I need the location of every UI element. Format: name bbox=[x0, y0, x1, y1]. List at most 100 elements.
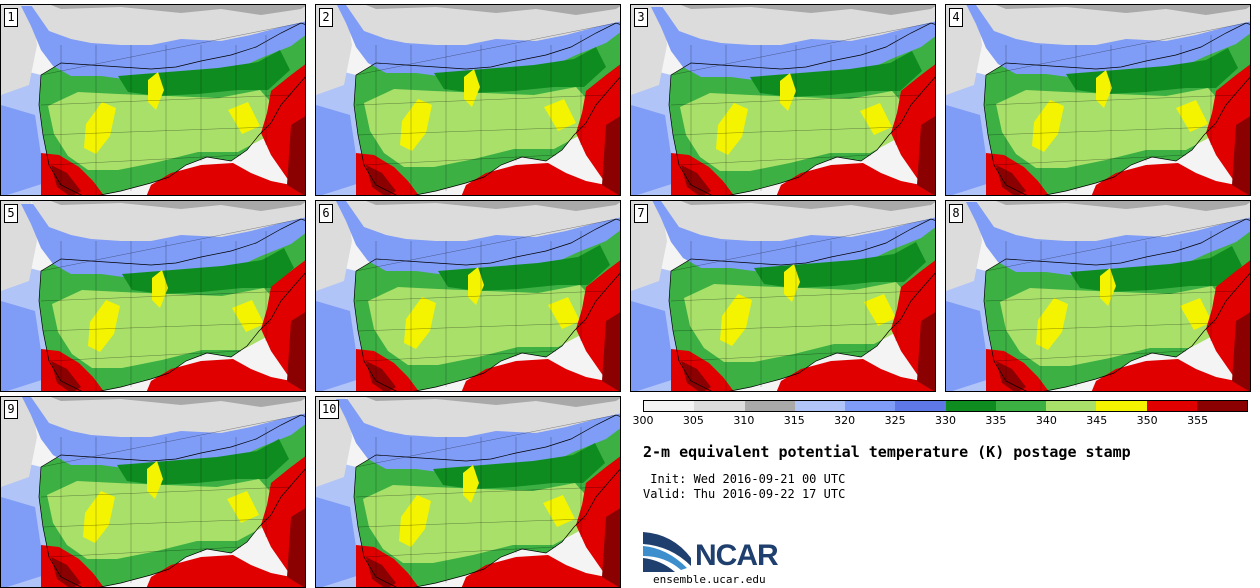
panel-label-3: 3 bbox=[634, 8, 648, 27]
state-border-line bbox=[355, 22, 617, 76]
ncar-logo-icon bbox=[643, 532, 691, 572]
yellow-region bbox=[399, 495, 431, 547]
map-panel-10 bbox=[316, 397, 620, 587]
state-border-line bbox=[670, 22, 932, 76]
yellow-region bbox=[464, 69, 480, 107]
pacific-region-warm bbox=[946, 301, 996, 391]
colorbar-segment bbox=[644, 401, 695, 411]
valid-time: Valid: Thu 2016-09-22 17 UTC bbox=[643, 487, 846, 501]
init-time: Init: Wed 2016-09-21 00 UTC bbox=[643, 472, 846, 486]
yellow-region bbox=[720, 294, 752, 346]
colorbar-ticks: 300 305 310 315 320 325 330 335 340 345 350 355 bbox=[633, 414, 1248, 430]
pacific-region-warm bbox=[1, 301, 51, 391]
gulf-red-region bbox=[146, 359, 305, 391]
state-border-line bbox=[670, 218, 932, 272]
state-border-line bbox=[42, 126, 272, 136]
west-cold-region bbox=[316, 201, 352, 291]
west-cold-region bbox=[1, 201, 37, 291]
yellow-region bbox=[227, 491, 259, 523]
coastline bbox=[38, 22, 305, 195]
state-border-line bbox=[355, 218, 617, 272]
yellow-region bbox=[1096, 70, 1112, 108]
website-label: ensemble.ucar.edu bbox=[653, 573, 766, 586]
panel-label-8: 8 bbox=[949, 204, 963, 223]
atlantic-dark-red-region bbox=[287, 312, 305, 391]
colorbar-tick-label: 300 bbox=[632, 414, 654, 427]
panel-label-2: 2 bbox=[319, 8, 333, 27]
mexico-dark-red-region bbox=[681, 165, 711, 195]
gulf-red-region bbox=[1091, 163, 1250, 195]
state-border-line bbox=[40, 486, 292, 498]
member-panel-6: 6 bbox=[315, 200, 621, 392]
colorbar-tick-label: 320 bbox=[834, 414, 856, 427]
atlantic-dark-red-region bbox=[1232, 312, 1250, 391]
gulf-red-region bbox=[1091, 359, 1250, 391]
state-border-line bbox=[672, 322, 902, 332]
state-border-line bbox=[40, 94, 292, 106]
canada-dark-grey-region bbox=[681, 5, 935, 15]
mexico-dark-red-region bbox=[366, 557, 396, 587]
canada-grey-region bbox=[661, 5, 935, 45]
west-cold-region bbox=[316, 5, 352, 95]
colorbar-tick-label: 335 bbox=[985, 414, 1007, 427]
colorbar-segment bbox=[1096, 401, 1147, 411]
state-border-line bbox=[985, 94, 1237, 106]
coastline bbox=[353, 22, 620, 195]
gulf-red-region bbox=[461, 555, 620, 587]
colorbar-segment bbox=[1146, 401, 1197, 411]
panel-label-10: 10 bbox=[319, 400, 340, 419]
colorbar-tick-label: 310 bbox=[733, 414, 755, 427]
state-border-line bbox=[40, 218, 302, 272]
state-border-line bbox=[355, 486, 607, 498]
pacific-region-warm bbox=[631, 105, 681, 195]
colorbar-segment bbox=[995, 401, 1046, 411]
state-border-line bbox=[670, 94, 922, 106]
gulf-red-region bbox=[146, 555, 305, 587]
state-border-line bbox=[985, 218, 1247, 272]
canada-grey-region bbox=[346, 201, 620, 241]
state-border-line bbox=[48, 546, 242, 558]
yellow-region bbox=[84, 102, 116, 154]
atlantic-dark-red-region bbox=[602, 508, 620, 587]
map-panel-2 bbox=[316, 5, 620, 195]
panel-label-9: 9 bbox=[4, 400, 18, 419]
map-panel-1 bbox=[1, 5, 305, 195]
gulf-red-region bbox=[461, 359, 620, 391]
state-border-line bbox=[985, 22, 1247, 76]
member-panel-10: 10 bbox=[315, 396, 621, 588]
canada-dark-grey-region bbox=[51, 201, 305, 211]
atlantic-dark-red-region bbox=[602, 116, 620, 195]
state-border-line bbox=[985, 290, 1237, 302]
colorbar-tick-label: 345 bbox=[1086, 414, 1108, 427]
map-panel-7 bbox=[631, 201, 935, 391]
canada-dark-grey-region bbox=[681, 201, 935, 211]
mexico-dark-red-region bbox=[996, 361, 1026, 391]
canada-grey-region bbox=[31, 397, 305, 437]
panel-label-7: 7 bbox=[634, 204, 648, 223]
gulf-red-region bbox=[461, 163, 620, 195]
pacific-region-warm bbox=[946, 105, 996, 195]
state-border-line bbox=[670, 290, 922, 302]
yellow-region bbox=[147, 461, 163, 499]
yellow-region bbox=[1180, 298, 1212, 330]
canada-dark-grey-region bbox=[366, 397, 620, 407]
canada-grey-region bbox=[976, 201, 1250, 241]
state-border-line bbox=[678, 350, 872, 362]
canada-grey-region bbox=[661, 201, 935, 241]
map-panel-8 bbox=[946, 201, 1250, 391]
colorbar-tick-label: 325 bbox=[884, 414, 906, 427]
map-panel-3 bbox=[631, 5, 935, 195]
canada-dark-grey-region bbox=[366, 5, 620, 15]
coastline bbox=[38, 218, 305, 391]
colorbar-segment bbox=[1196, 401, 1247, 411]
yellow-region bbox=[860, 103, 892, 135]
colorbar-tick-label: 330 bbox=[935, 414, 956, 427]
state-border-line bbox=[672, 126, 902, 136]
canada-dark-grey-region bbox=[366, 201, 620, 211]
member-panel-2: 2 bbox=[315, 4, 621, 196]
canada-grey-region bbox=[976, 5, 1250, 45]
yellow-region bbox=[1176, 100, 1208, 132]
atlantic-dark-red-region bbox=[287, 116, 305, 195]
west-cold-region bbox=[631, 201, 667, 291]
atlantic-dark-red-region bbox=[917, 116, 935, 195]
